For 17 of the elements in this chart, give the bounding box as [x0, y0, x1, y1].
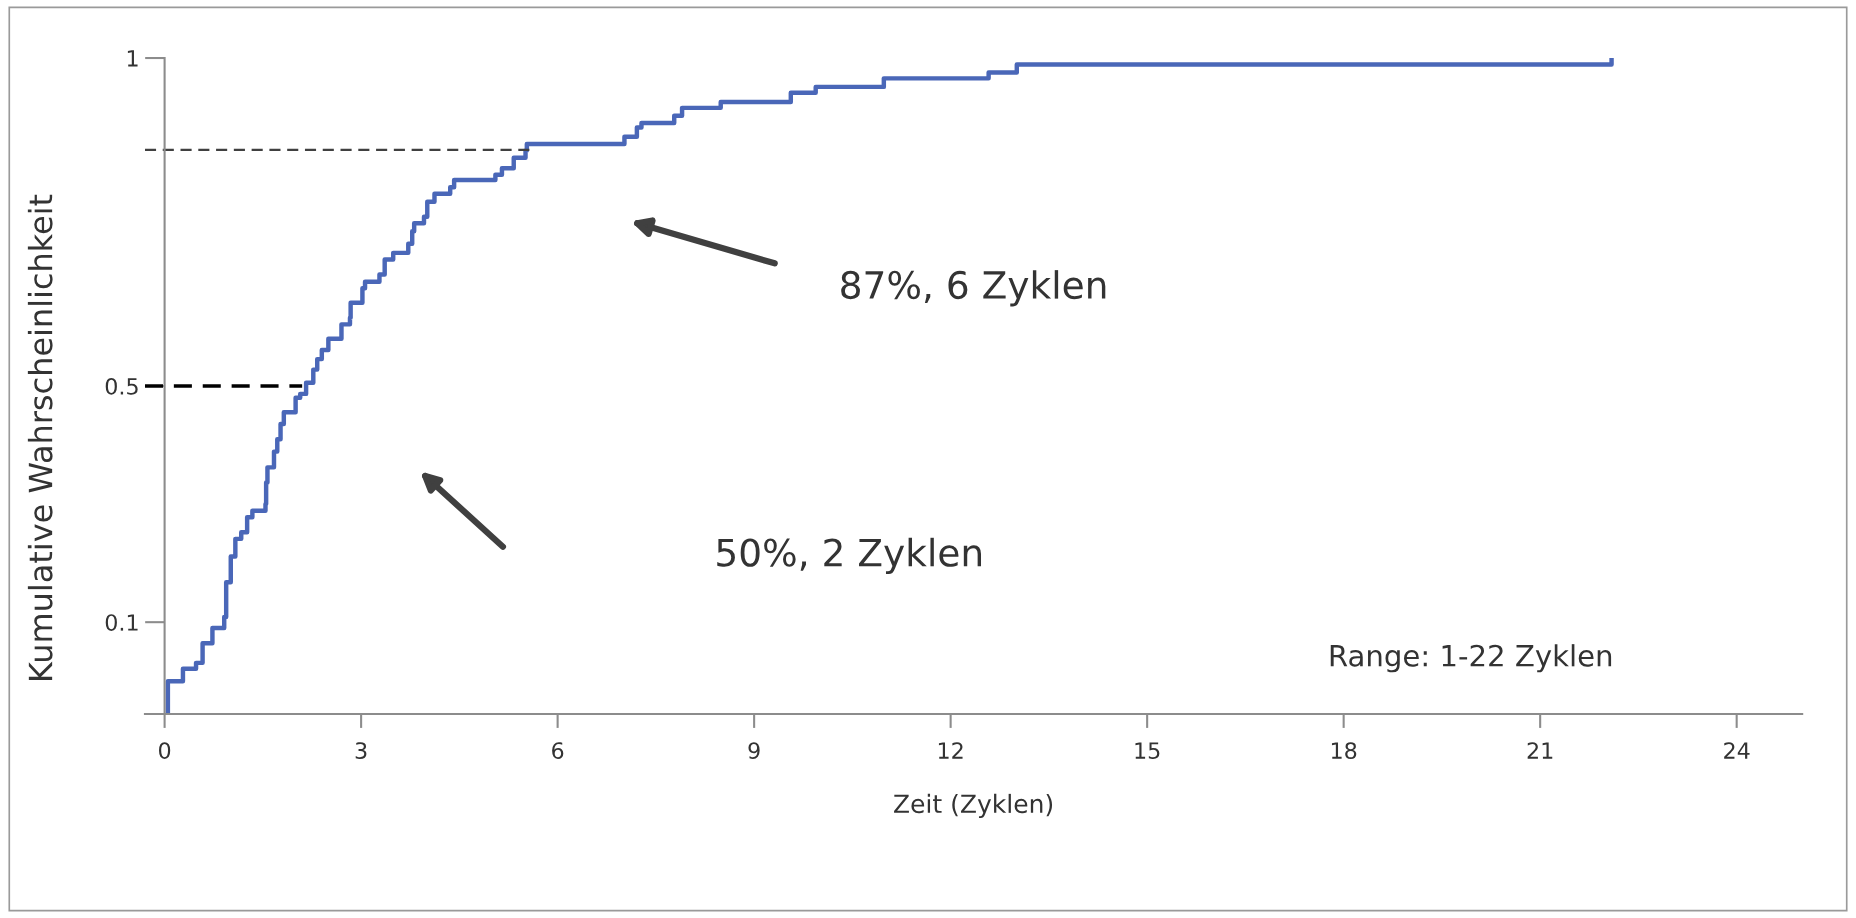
x-tick-label: 18	[1331, 742, 1357, 759]
annotation: Range: 1-22 Zyklen	[1330, 644, 1612, 673]
x-axis-title: Zeit (Zyklen)	[894, 793, 1053, 819]
y-tick-label: 0.5	[105, 377, 138, 395]
y-tick-label: 0.1	[105, 614, 138, 631]
x-tick-label: 0	[159, 742, 171, 759]
x-tick-label: 21	[1527, 742, 1553, 759]
x-tick-label: 24	[1724, 742, 1750, 759]
x-tick-label: 15	[1135, 742, 1160, 759]
x-tick-label: 12	[938, 742, 963, 759]
y-axis-title: Kumulative Wahrscheinlichkeit	[27, 194, 53, 680]
x-tick-label: 3	[355, 742, 367, 759]
annotation: 87%, 6 Zyklen	[841, 270, 1106, 307]
x-tick-label: 6	[552, 742, 564, 759]
annotation: 50%, 2 Zyklen	[717, 537, 982, 575]
x-tick-label: 9	[748, 742, 760, 759]
y-tick-label: 1	[127, 50, 138, 67]
